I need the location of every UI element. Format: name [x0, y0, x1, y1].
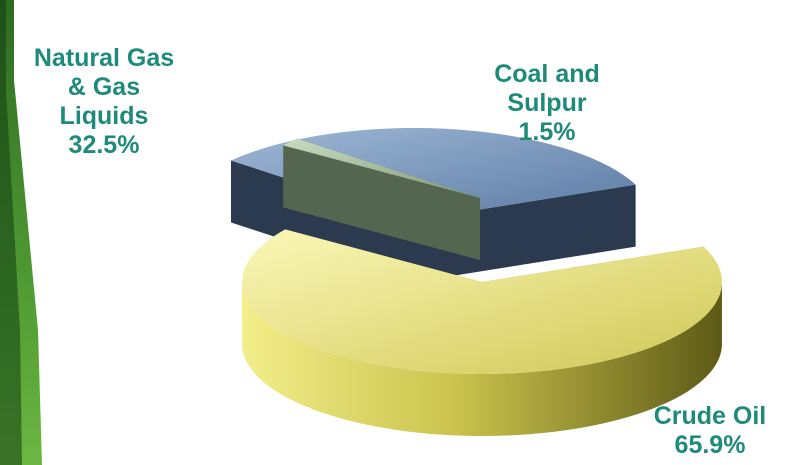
- slice-top-face: [283, 138, 480, 198]
- slice-label-line: Sulpur: [507, 89, 587, 117]
- slice-side-wall: [242, 283, 722, 436]
- slice-cut-face: [283, 145, 480, 260]
- slice-top-face: [242, 229, 722, 374]
- slice-label-line: Natural Gas: [33, 44, 175, 72]
- slice-label-line: Coal and: [494, 60, 600, 88]
- slice-value-label: 32.5%: [68, 131, 140, 159]
- slice-cut-face: [414, 184, 636, 282]
- slice-crude-oil: [242, 229, 722, 436]
- slice-label-line: Liquids: [59, 102, 149, 130]
- slice-value-label: 1.5%: [518, 118, 576, 146]
- decorative-panel-shadow: [0, 0, 22, 465]
- slice-coal: [283, 138, 480, 260]
- slice-label-coal: Coal and Sulpur 1.5%: [462, 60, 632, 147]
- slice-label-line: & Gas: [67, 73, 141, 101]
- slice-value-label: 65.9%: [674, 431, 746, 459]
- slice-label-crude-oil: Crude Oil 65.9%: [620, 402, 800, 460]
- slice-label-line: Crude Oil: [653, 402, 767, 430]
- slice-label-natural-gas: Natural Gas & Gas Liquids 32.5%: [0, 44, 208, 160]
